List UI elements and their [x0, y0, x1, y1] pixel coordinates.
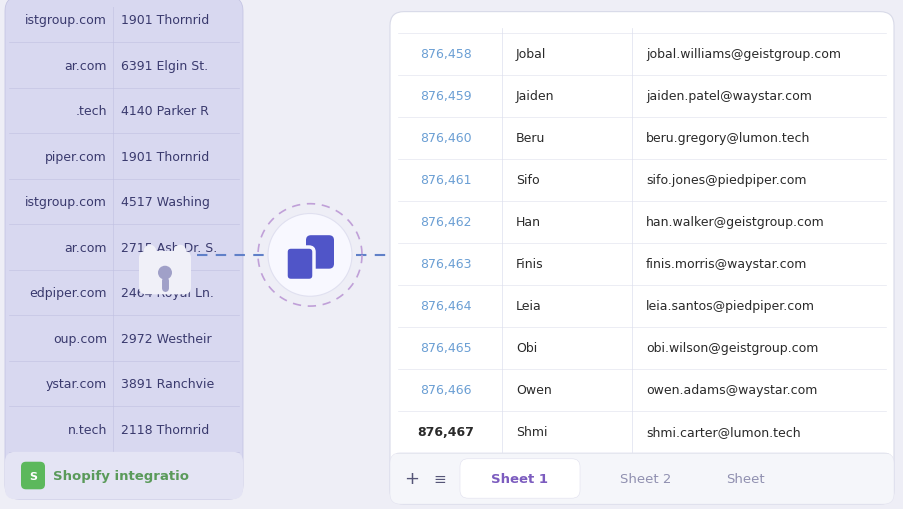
- Text: 876,467: 876,467: [417, 426, 474, 438]
- FancyBboxPatch shape: [139, 251, 191, 295]
- Text: jobal.williams@geistgroup.com: jobal.williams@geistgroup.com: [646, 48, 840, 61]
- FancyBboxPatch shape: [305, 236, 333, 269]
- FancyBboxPatch shape: [5, 452, 243, 499]
- Text: owen.adams@waystar.com: owen.adams@waystar.com: [646, 384, 816, 397]
- FancyBboxPatch shape: [21, 462, 45, 489]
- Text: ystar.com: ystar.com: [46, 377, 107, 390]
- Text: istgroup.com: istgroup.com: [25, 14, 107, 27]
- Text: .tech: .tech: [76, 105, 107, 118]
- Text: 876,460: 876,460: [420, 132, 471, 145]
- Text: sifo.jones@piedpiper.com: sifo.jones@piedpiper.com: [646, 174, 805, 187]
- Text: Obi: Obi: [516, 342, 536, 355]
- Text: Jobal: Jobal: [516, 48, 545, 61]
- FancyBboxPatch shape: [389, 13, 893, 504]
- Text: obi.wilson@geistgroup.com: obi.wilson@geistgroup.com: [646, 342, 817, 355]
- Text: leia.santos@piedpiper.com: leia.santos@piedpiper.com: [646, 300, 815, 313]
- Text: 2715 Ash Dr. S.: 2715 Ash Dr. S.: [121, 241, 217, 254]
- FancyBboxPatch shape: [285, 247, 313, 281]
- Text: Sheet 1: Sheet 1: [491, 472, 548, 485]
- Text: Sifo: Sifo: [516, 174, 539, 187]
- Text: Shmi: Shmi: [516, 426, 547, 438]
- Text: Sheet 2: Sheet 2: [619, 472, 671, 485]
- Text: shmi.carter@lumon.tech: shmi.carter@lumon.tech: [646, 426, 800, 438]
- Text: 876,461: 876,461: [420, 174, 471, 187]
- Text: Sheet: Sheet: [725, 472, 764, 485]
- Text: 876,462: 876,462: [420, 216, 471, 229]
- Text: beru.gregory@lumon.tech: beru.gregory@lumon.tech: [646, 132, 809, 145]
- Text: S: S: [29, 471, 37, 480]
- Text: 876,464: 876,464: [420, 300, 471, 313]
- Text: han.walker@geistgroup.com: han.walker@geistgroup.com: [646, 216, 824, 229]
- Text: n.tech: n.tech: [68, 423, 107, 436]
- Text: 1901 Thornrid: 1901 Thornrid: [121, 14, 209, 27]
- Text: 2118 Thornrid: 2118 Thornrid: [121, 423, 209, 436]
- Text: edpiper.com: edpiper.com: [30, 287, 107, 299]
- Text: Owen: Owen: [516, 384, 551, 397]
- Text: oup.com: oup.com: [52, 332, 107, 345]
- Text: Finis: Finis: [516, 258, 543, 271]
- Text: 4517 Washing: 4517 Washing: [121, 196, 209, 209]
- Text: 876,459: 876,459: [420, 90, 471, 103]
- Circle shape: [267, 214, 351, 297]
- Text: ar.com: ar.com: [64, 241, 107, 254]
- Text: Leia: Leia: [516, 300, 541, 313]
- Text: 1901 Thornrid: 1901 Thornrid: [121, 150, 209, 163]
- Text: ar.com: ar.com: [64, 60, 107, 72]
- Text: Jaiden: Jaiden: [516, 90, 554, 103]
- Text: 876,463: 876,463: [420, 258, 471, 271]
- Circle shape: [158, 266, 172, 280]
- Text: 876,465: 876,465: [420, 342, 471, 355]
- Text: 2972 Westheir: 2972 Westheir: [121, 332, 211, 345]
- Text: Beru: Beru: [516, 132, 545, 145]
- Text: Han: Han: [516, 216, 540, 229]
- Text: 6391 Elgin St.: 6391 Elgin St.: [121, 60, 208, 72]
- Text: +: +: [404, 469, 419, 488]
- Text: finis.morris@waystar.com: finis.morris@waystar.com: [646, 258, 806, 271]
- Text: 4140 Parker R: 4140 Parker R: [121, 105, 209, 118]
- Text: istgroup.com: istgroup.com: [25, 196, 107, 209]
- Text: 876,458: 876,458: [420, 48, 471, 61]
- Text: 876,466: 876,466: [420, 384, 471, 397]
- Text: Shopify integratio: Shopify integratio: [53, 469, 189, 482]
- Text: 3891 Ranchvie: 3891 Ranchvie: [121, 377, 214, 390]
- Text: jaiden.patel@waystar.com: jaiden.patel@waystar.com: [646, 90, 811, 103]
- FancyBboxPatch shape: [460, 459, 580, 498]
- FancyBboxPatch shape: [389, 453, 893, 504]
- FancyBboxPatch shape: [5, 0, 243, 499]
- Text: 2464 Royal Ln.: 2464 Royal Ln.: [121, 287, 214, 299]
- Text: piper.com: piper.com: [45, 150, 107, 163]
- Text: ≡: ≡: [433, 471, 446, 486]
